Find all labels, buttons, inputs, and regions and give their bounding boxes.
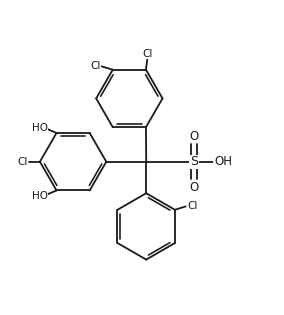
Text: O: O (189, 180, 199, 193)
Text: O: O (189, 130, 199, 143)
Text: OH: OH (214, 155, 232, 168)
Text: Cl: Cl (90, 61, 101, 71)
Text: Cl: Cl (142, 49, 153, 59)
Text: S: S (190, 155, 198, 168)
Text: HO: HO (32, 123, 48, 133)
Text: HO: HO (32, 191, 48, 201)
Text: Cl: Cl (187, 201, 198, 211)
Text: Cl: Cl (17, 157, 28, 167)
